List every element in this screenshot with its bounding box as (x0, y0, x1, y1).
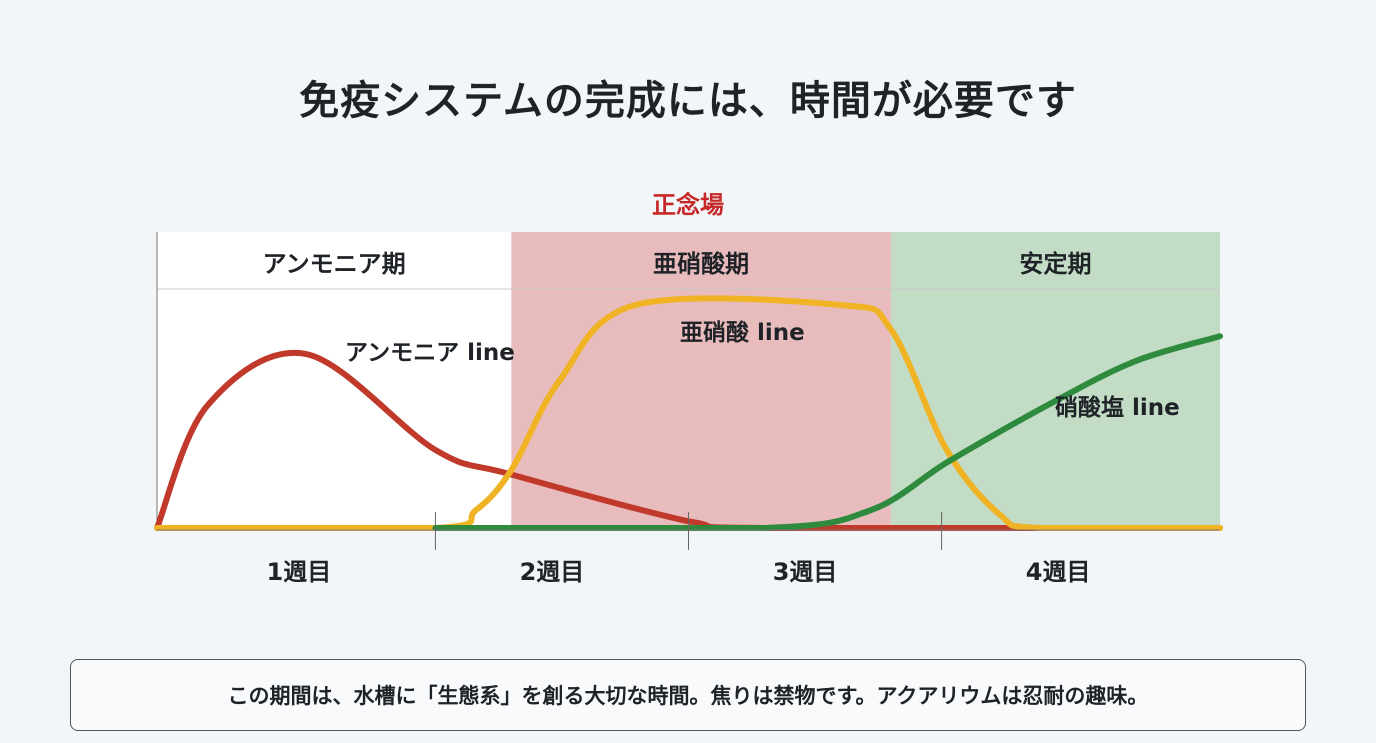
phase-band (890, 232, 1220, 530)
note-text: この期間は、水槽に「生態系」を創る大切な時間。焦りは禁物です。アクアリウムは忍耐… (227, 684, 1149, 708)
series-label-nitrate: 硝酸塩 line (1055, 394, 1180, 421)
chart: アンモニア期 亜硝酸期 安定期 正念場 1週目 2週目 3週目 4週目 アンモニア lin… (154, 191, 1223, 586)
phase-label: 安定期 (1019, 250, 1091, 278)
phase-band (511, 232, 891, 530)
series-line (154, 295, 1223, 532)
series-label-ammonia: アンモニア line (345, 340, 515, 366)
x-tick-label: 1週目 (267, 558, 332, 586)
phase-band (157, 232, 512, 530)
series-label-nitrite: 亜硝酸 line (680, 320, 805, 346)
highlight-label: 正念場 (652, 191, 724, 219)
x-tick-label: 4週目 (1026, 558, 1091, 586)
phase-label: 亜硝酸期 (653, 250, 749, 278)
x-tick-label: 3週目 (773, 558, 838, 586)
page-title: 免疫システムの完成には、時間が必要です (299, 78, 1077, 124)
note-box: この期間は、水槽に「生態系」を創る大切な時間。焦りは禁物です。アクアリウムは忍耐… (70, 659, 1306, 731)
phase-label: アンモニア期 (263, 250, 406, 278)
series-line (432, 333, 1223, 532)
x-tick-label: 2週目 (520, 558, 585, 586)
